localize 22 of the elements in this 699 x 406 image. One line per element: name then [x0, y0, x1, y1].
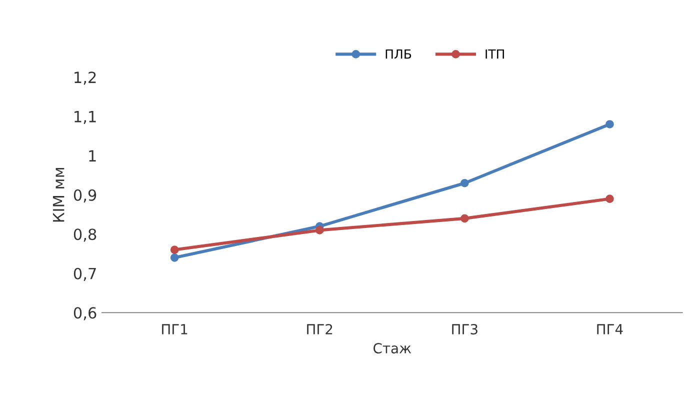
point: [170, 254, 179, 262]
x-axis-title: Стаж: [374, 342, 412, 354]
legend-label: ПЛБ: [386, 49, 412, 59]
point: [606, 120, 614, 128]
y-tick-label: 0,6: [74, 307, 96, 320]
point: [460, 214, 469, 223]
x-tick-label: ПГ4: [597, 324, 623, 334]
x-tick-label: ПГ3: [452, 324, 478, 334]
point: [460, 178, 469, 188]
y-tick-label: 1: [89, 150, 96, 162]
x-tick-label: ПГ2: [307, 324, 332, 334]
y-tick-label: 1,1: [74, 111, 96, 124]
legend-label: ІТП: [486, 49, 504, 59]
point: [606, 194, 614, 203]
y-tick-label: 0,7: [74, 268, 96, 281]
point: [315, 226, 324, 234]
point: [170, 246, 179, 254]
y-tick-label: 1,2: [74, 72, 96, 85]
x-tick-label: ПГ1: [162, 324, 188, 334]
y-tick-label: 0,8: [74, 228, 96, 242]
y-tick-label: 0,9: [74, 189, 96, 202]
y-axis-title: КІМ мм: [53, 168, 64, 222]
